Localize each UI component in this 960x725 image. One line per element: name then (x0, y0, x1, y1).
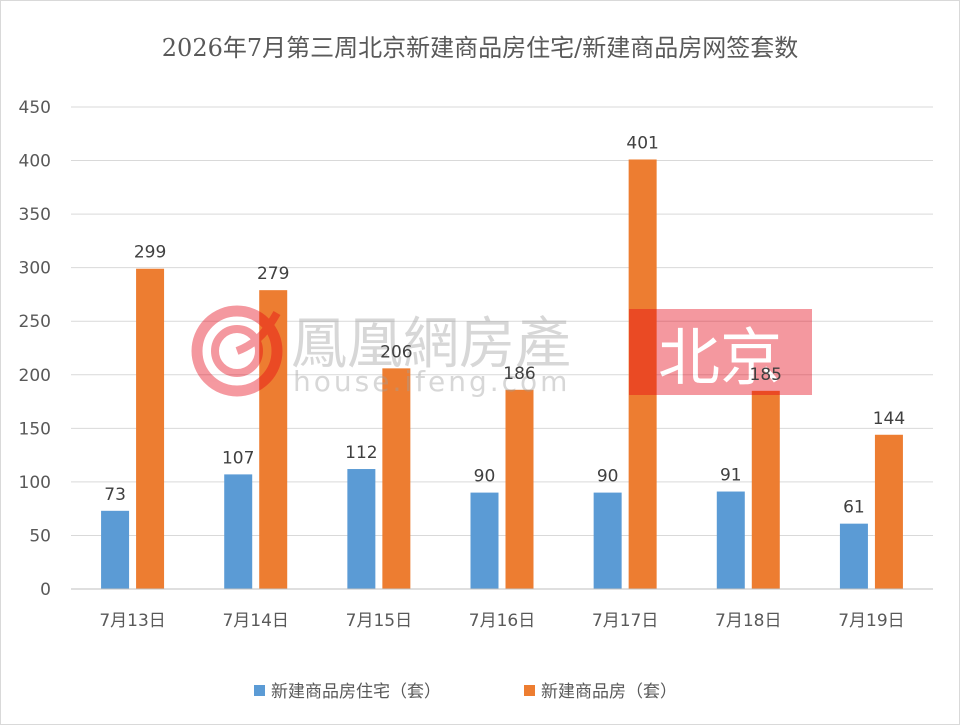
data-label: 186 (503, 364, 535, 384)
x-category-label: 7月17日 (592, 611, 658, 631)
bars (101, 159, 903, 590)
x-category-label: 7月13日 (99, 611, 165, 631)
data-labels: 73 299 107 279 112 206 90 186 90 401 91 185 61 144 (104, 133, 905, 517)
data-label: 299 (134, 243, 166, 263)
watermark-city: 北京 (658, 321, 782, 394)
data-label: 401 (626, 133, 658, 153)
bar-commercial (259, 290, 288, 589)
legend-swatch-commercial (524, 685, 535, 696)
y-tick-label: 300 (19, 259, 51, 279)
bar-residential (470, 492, 499, 589)
y-tick-label: 400 (19, 152, 51, 172)
x-category-label: 7月14日 (222, 611, 288, 631)
y-tick-label: 250 (19, 312, 51, 332)
y-tick-label: 0 (40, 580, 51, 600)
legend-label-residential: 新建商品房住宅（套） (271, 682, 441, 702)
data-label: 185 (750, 365, 782, 385)
bar-residential (101, 510, 130, 589)
bar-residential (224, 474, 253, 589)
y-tick-label: 150 (19, 419, 51, 439)
data-label: 144 (873, 409, 905, 429)
data-label: 73 (104, 485, 126, 505)
bar-residential (347, 469, 376, 589)
data-label: 91 (720, 466, 742, 486)
data-label: 90 (474, 467, 496, 487)
bar-residential (593, 492, 622, 589)
bar-residential (839, 523, 868, 589)
x-category-label: 7月19日 (838, 611, 904, 631)
y-tick-label: 200 (19, 366, 51, 386)
x-category-label: 7月16日 (469, 611, 535, 631)
y-tick-label: 350 (19, 205, 51, 225)
legend: 新建商品房住宅（套） 新建商品房（套） (254, 682, 677, 702)
data-label: 61 (843, 498, 865, 518)
grid-lines (71, 106, 933, 536)
legend-label-commercial: 新建商品房（套） (541, 682, 677, 702)
chart-title: 2026年7月第三周北京新建商品房住宅/新建商品房网签套数 (162, 34, 798, 62)
y-axis-ticks: 0 50 100 150 200 250 300 350 400 450 (19, 98, 51, 600)
bar-commercial (751, 390, 780, 589)
watermark-url: house.ifeng.com (293, 365, 570, 398)
x-axis-categories: 7月13日 7月14日 7月15日 7月16日 7月17日 7月18日 7月19日 (99, 611, 904, 631)
data-label: 112 (345, 443, 377, 463)
bar-commercial (505, 389, 534, 589)
bar-residential (716, 491, 745, 589)
y-tick-label: 50 (29, 526, 51, 546)
x-category-label: 7月15日 (346, 611, 412, 631)
data-label: 107 (222, 448, 254, 468)
ifeng-logo (191, 305, 283, 397)
watermark-city-box (629, 309, 812, 395)
legend-swatch-residential (254, 685, 265, 696)
data-label: 279 (257, 264, 289, 284)
watermark-brand: 鳳凰網房產 (291, 312, 571, 377)
watermark: 鳳凰網房產 house.ifeng.com 北京 (191, 305, 812, 398)
bar-commercial (874, 434, 903, 589)
x-category-label: 7月18日 (715, 611, 781, 631)
data-label: 90 (597, 467, 619, 487)
data-label: 206 (380, 342, 412, 362)
bar-commercial (628, 159, 657, 590)
y-tick-label: 450 (19, 98, 51, 118)
y-tick-label: 100 (19, 473, 51, 493)
bar-commercial (136, 268, 165, 589)
bar-commercial (382, 368, 411, 589)
